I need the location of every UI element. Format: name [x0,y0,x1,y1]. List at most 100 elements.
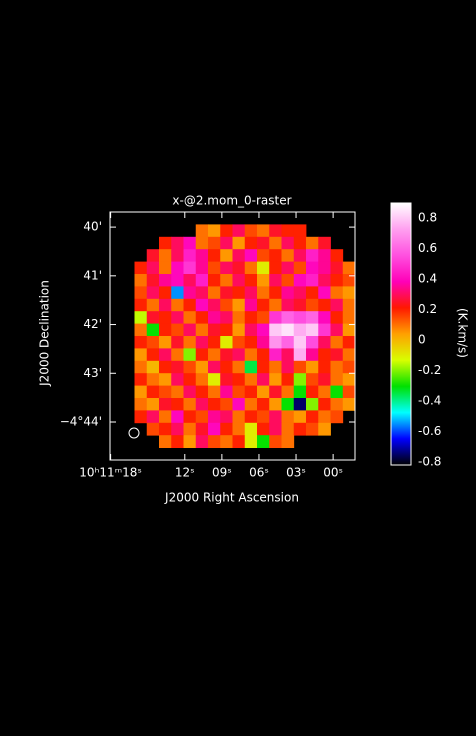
pixel [195,323,209,337]
pixel [220,398,233,411]
pixel [195,274,209,287]
pixel [232,385,246,399]
colorbar-tick-label: -0.2 [418,363,441,377]
pixel [183,360,197,374]
pixel [171,298,184,312]
pixel [281,360,295,374]
pixel [146,385,160,399]
pixel [257,385,270,399]
pixel [281,336,295,349]
pixel [281,422,295,436]
pixel [269,261,282,275]
pixel [232,422,246,436]
pixel [134,348,148,362]
pixel [134,398,148,411]
pixel [171,348,184,362]
colorbar-tick-label: 0.2 [418,302,437,316]
pixel [171,236,184,250]
pixel [257,398,270,411]
x-axis-label: J2000 Right Ascension [164,491,299,505]
pixel [232,435,246,448]
pixel [208,348,221,362]
beam [128,427,140,439]
pixel [293,274,307,287]
pixel [232,249,246,262]
pixel [232,286,246,300]
pixel [220,249,233,262]
pixel [171,286,184,300]
pixel [318,298,331,312]
colorbar-tick-label: -0.4 [418,394,441,408]
raster-layer [134,224,356,448]
pixel [244,236,258,250]
pixel [269,385,282,399]
pixel [269,373,282,386]
pixel [220,286,233,300]
pixel [269,398,282,411]
pixel [269,422,282,436]
pixel [208,286,221,300]
pixel [306,274,319,287]
pixel [220,323,233,337]
pixel [244,224,258,238]
pixel [195,298,209,312]
pixel [330,298,344,312]
pixel [134,385,148,399]
colorbar-label: (K.km/s) [456,308,470,358]
pixel [257,435,270,448]
pixel [146,360,160,374]
pixel [293,398,307,411]
pixel [208,435,221,448]
pixel [257,311,270,324]
colorbar [390,202,412,466]
pixel [171,410,184,424]
pixel [269,236,282,250]
pixel [293,323,307,337]
pixel [318,286,331,300]
pixel [244,373,258,386]
pixel [146,286,160,300]
pixel [330,311,344,324]
pixel [293,298,307,312]
pixel [159,336,172,349]
pixel [330,261,344,275]
y-axis-label: J2000 Declination [38,280,52,387]
pixel [257,360,270,374]
pixel [159,360,172,374]
pixel [281,435,295,448]
pixel [330,323,344,337]
pixel [183,435,197,448]
pixel [146,311,160,324]
pixel [183,336,197,349]
plot-frame [109,211,356,461]
pixel [281,249,295,262]
pixel [318,385,331,399]
pixel [195,360,209,374]
pixel [220,274,233,287]
pixel [146,323,160,337]
pixel [342,385,356,399]
pixel [208,385,221,399]
pixel [220,298,233,312]
pixel [257,373,270,386]
pixel [244,385,258,399]
pixel [257,410,270,424]
pixel [146,249,160,262]
pixel [342,298,356,312]
pixel [306,336,319,349]
pixel [232,224,246,238]
pixel [208,311,221,324]
pixel [134,274,148,287]
pixel [146,422,160,436]
pixel [183,323,197,337]
pixel [232,348,246,362]
pixel [195,236,209,250]
pixel [318,249,331,262]
pixel [257,236,270,250]
tick-layer: 10ʰ11ᵐ18ˢ 12ˢ 09ˢ 06ˢ 03ˢ 00ˢ 40' 41' 42' 43' −4°4… [60,211,442,480]
pixel [171,261,184,275]
pixel [293,286,307,300]
pixel [232,360,246,374]
pixel [183,311,197,324]
pixel [183,298,197,312]
